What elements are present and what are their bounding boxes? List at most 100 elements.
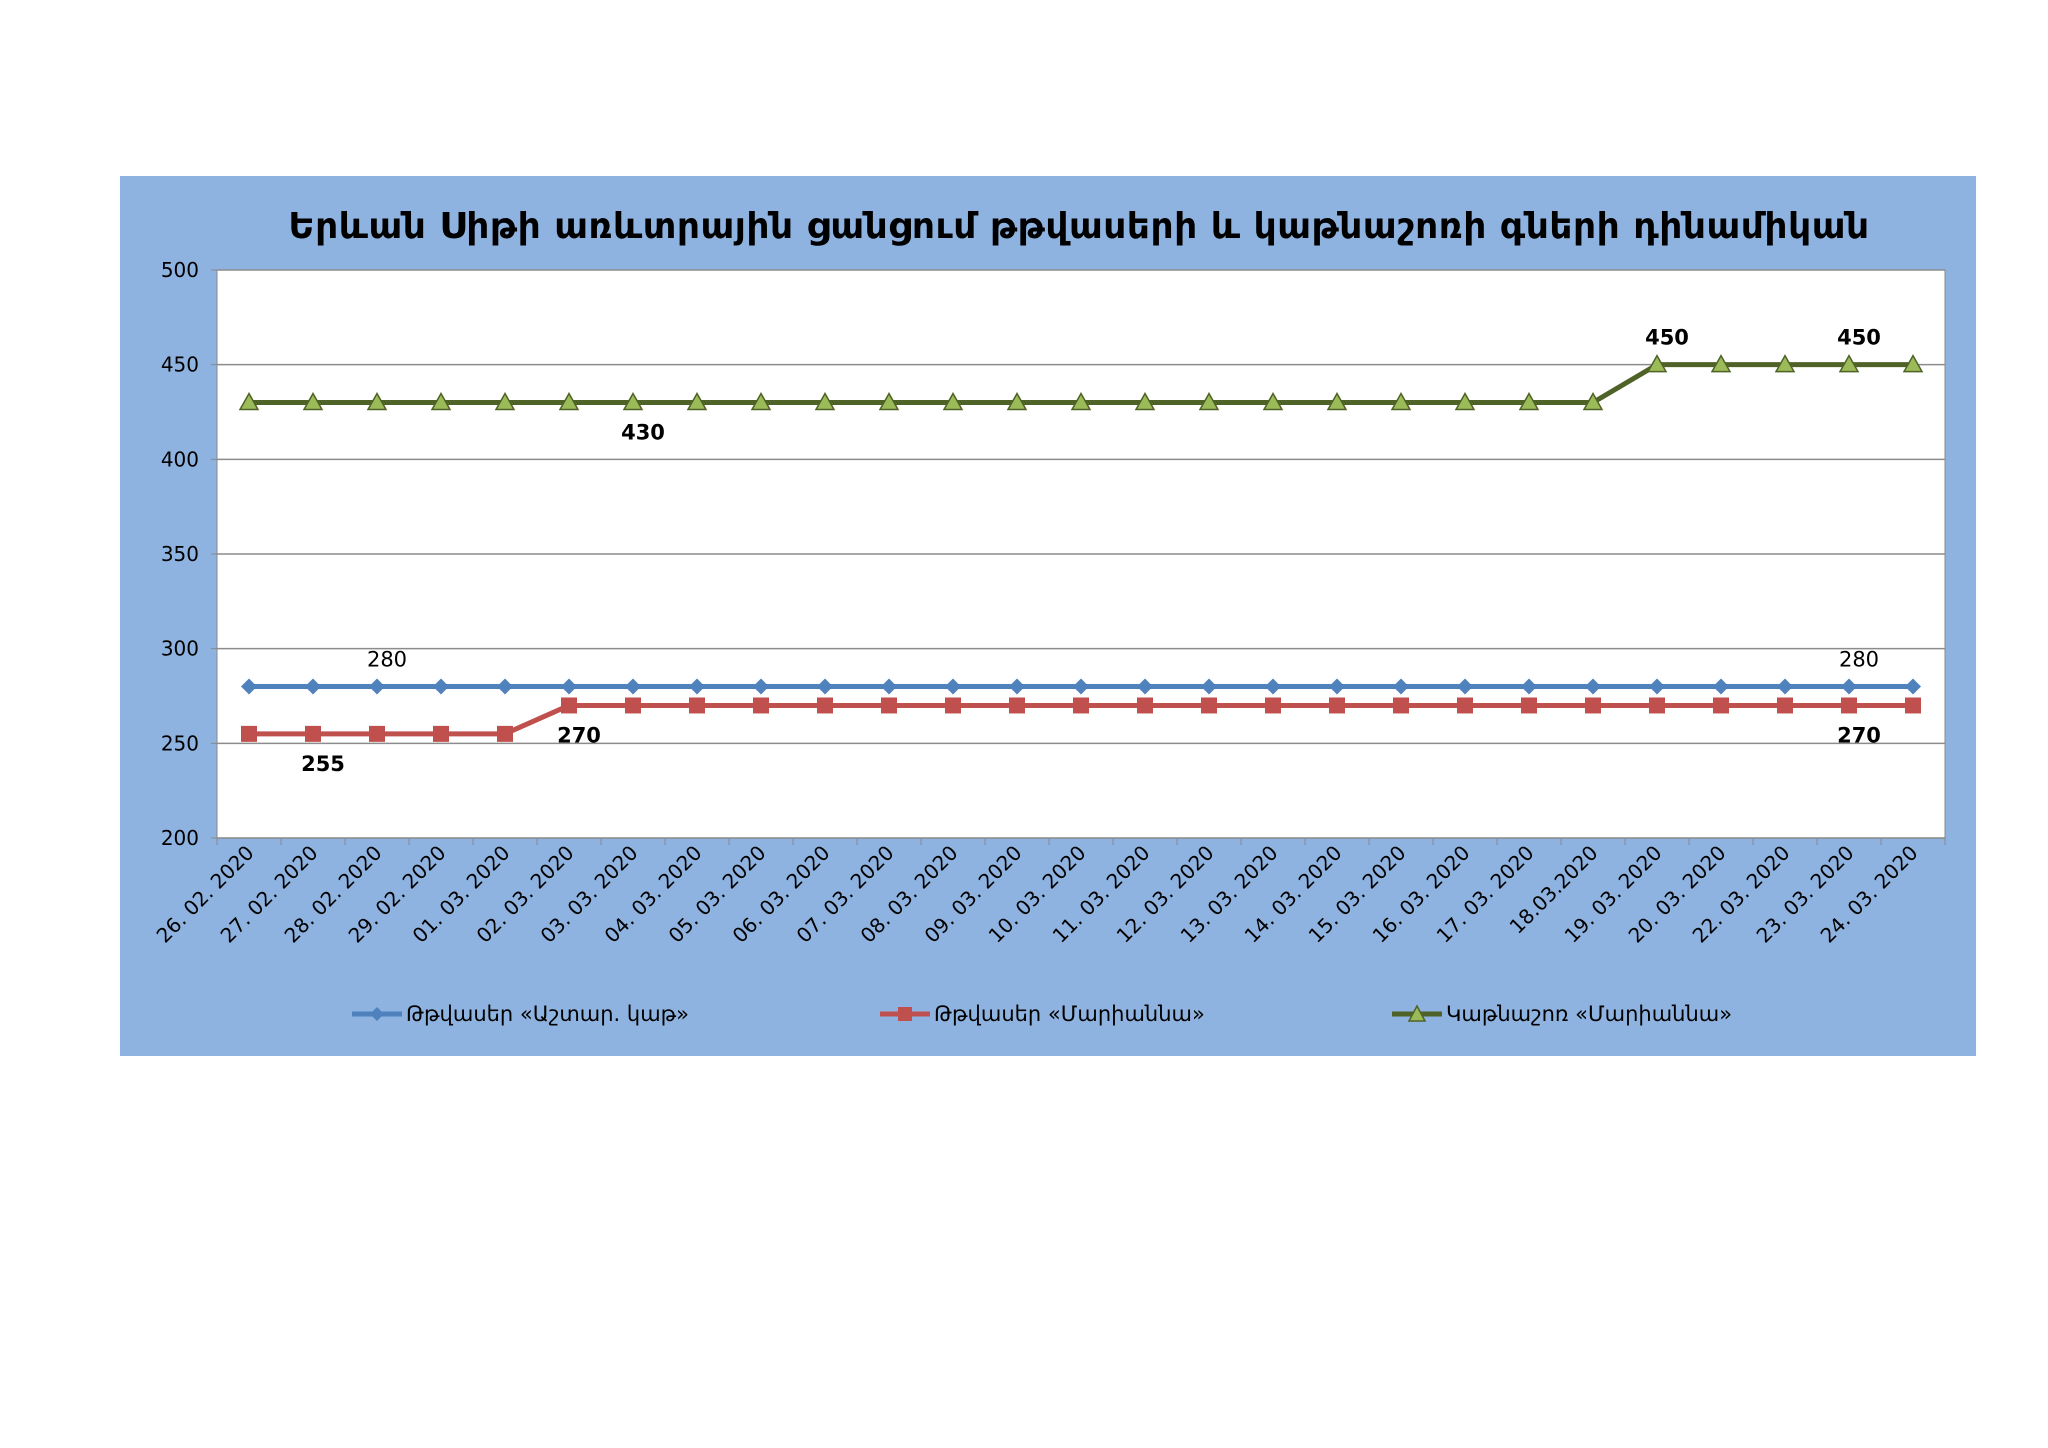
series-point-1 bbox=[1329, 697, 1345, 714]
series-point-0 bbox=[369, 678, 385, 695]
series-point-1 bbox=[1137, 697, 1153, 714]
series-point-1 bbox=[433, 725, 449, 742]
series-point-2 bbox=[1454, 392, 1476, 411]
series-point-0 bbox=[1777, 678, 1793, 695]
series-point-2 bbox=[1646, 354, 1668, 373]
data-label: 270 bbox=[557, 723, 601, 747]
series-point-2 bbox=[1710, 354, 1732, 373]
series-point-0 bbox=[625, 678, 641, 695]
series-point-0 bbox=[1905, 678, 1921, 695]
series-point-2 bbox=[1326, 392, 1348, 411]
series-point-1 bbox=[945, 697, 961, 714]
series-point-0 bbox=[817, 678, 833, 695]
data-label: 450 bbox=[1837, 326, 1881, 350]
series-point-2 bbox=[238, 392, 260, 411]
series-point-0 bbox=[241, 678, 257, 695]
series-point-1 bbox=[1073, 697, 1089, 714]
series-point-1 bbox=[1649, 697, 1665, 714]
series-point-2 bbox=[1774, 354, 1796, 373]
series-point-1 bbox=[241, 725, 257, 742]
series-point-2 bbox=[558, 392, 580, 411]
data-label: 255 bbox=[301, 752, 345, 776]
series-point-2 bbox=[942, 392, 964, 411]
series-point-0 bbox=[305, 678, 321, 695]
series-point-2 bbox=[1006, 392, 1028, 411]
chart-title: Երևան Սիթի առևտրային ցանցում թթվասերի և … bbox=[288, 206, 1870, 247]
series-point-0 bbox=[1841, 678, 1857, 695]
series-point-0 bbox=[1265, 678, 1281, 695]
series-point-0 bbox=[1585, 678, 1601, 695]
series-point-2 bbox=[1070, 392, 1092, 411]
series-point-0 bbox=[753, 678, 769, 695]
y-tick-label: 450 bbox=[161, 353, 199, 377]
series-point-0 bbox=[561, 678, 577, 695]
series-point-1 bbox=[689, 697, 705, 714]
series-point-0 bbox=[1521, 678, 1537, 695]
legend-label-2: Կաթնաշոռ «Մարիաննա» bbox=[1446, 1002, 1733, 1026]
series-point-2 bbox=[366, 392, 388, 411]
y-tick-label: 200 bbox=[161, 826, 199, 850]
series-point-1 bbox=[1841, 697, 1857, 714]
series-point-0 bbox=[1329, 678, 1345, 695]
legend-square-icon bbox=[880, 1007, 930, 1021]
series-point-1 bbox=[1201, 697, 1217, 714]
series-point-1 bbox=[753, 697, 769, 714]
legend-item-1: Թթվասեր «Մարիաննա» bbox=[880, 994, 1205, 1034]
series-point-0 bbox=[945, 678, 961, 695]
legend-diamond-icon bbox=[352, 1007, 402, 1021]
series-point-1 bbox=[369, 725, 385, 742]
series-point-2 bbox=[1262, 392, 1284, 411]
series-point-2 bbox=[1198, 392, 1220, 411]
series-point-1 bbox=[1457, 697, 1473, 714]
data-label: 280 bbox=[1839, 648, 1879, 672]
legend-item-0: Թթվասեր «Աշտար. կաթ» bbox=[352, 994, 689, 1034]
series-point-2 bbox=[430, 392, 452, 411]
data-label: 430 bbox=[621, 421, 665, 445]
series-point-2 bbox=[302, 392, 324, 411]
series-point-0 bbox=[881, 678, 897, 695]
series-point-1 bbox=[1009, 697, 1025, 714]
series-point-2 bbox=[1134, 392, 1156, 411]
series-point-2 bbox=[1582, 392, 1604, 411]
series-point-1 bbox=[1393, 697, 1409, 714]
series-point-1 bbox=[881, 697, 897, 714]
y-tick-label: 500 bbox=[161, 258, 199, 282]
series-point-1 bbox=[1905, 697, 1921, 714]
series-point-1 bbox=[305, 725, 321, 742]
series-point-2 bbox=[1838, 354, 1860, 373]
series-point-0 bbox=[1713, 678, 1729, 695]
series-point-2 bbox=[1902, 354, 1924, 373]
series-point-1 bbox=[497, 725, 513, 742]
series-point-2 bbox=[622, 392, 644, 411]
series-point-2 bbox=[1518, 392, 1540, 411]
series-point-2 bbox=[750, 392, 772, 411]
series-point-2 bbox=[686, 392, 708, 411]
series-point-0 bbox=[497, 678, 513, 695]
legend-triangle-icon bbox=[1392, 1004, 1442, 1022]
series-point-2 bbox=[494, 392, 516, 411]
data-label: 280 bbox=[367, 648, 407, 672]
series-point-0 bbox=[689, 678, 705, 695]
legend-label-1: Թթվասեր «Մարիաննա» bbox=[934, 1002, 1205, 1026]
series-point-0 bbox=[1649, 678, 1665, 695]
y-tick-label: 400 bbox=[161, 447, 199, 471]
y-tick-label: 350 bbox=[161, 542, 199, 566]
series-point-0 bbox=[1393, 678, 1409, 695]
series-point-2 bbox=[814, 392, 836, 411]
series-point-1 bbox=[1265, 697, 1281, 714]
data-label: 270 bbox=[1837, 723, 1881, 747]
series-point-2 bbox=[1390, 392, 1412, 411]
legend-label-0: Թթվասեր «Աշտար. կաթ» bbox=[406, 1002, 690, 1026]
series-point-1 bbox=[1777, 697, 1793, 714]
series-point-1 bbox=[817, 697, 833, 714]
series-point-0 bbox=[433, 678, 449, 695]
series-point-0 bbox=[1009, 678, 1025, 695]
series-point-2 bbox=[878, 392, 900, 411]
data-label: 450 bbox=[1645, 326, 1689, 350]
series-point-0 bbox=[1073, 678, 1089, 695]
series-point-1 bbox=[1585, 697, 1601, 714]
legend-item-2: Կաթնաշոռ «Մարիաննա» bbox=[1392, 994, 1732, 1034]
series-point-1 bbox=[1713, 697, 1729, 714]
series-point-1 bbox=[561, 697, 577, 714]
